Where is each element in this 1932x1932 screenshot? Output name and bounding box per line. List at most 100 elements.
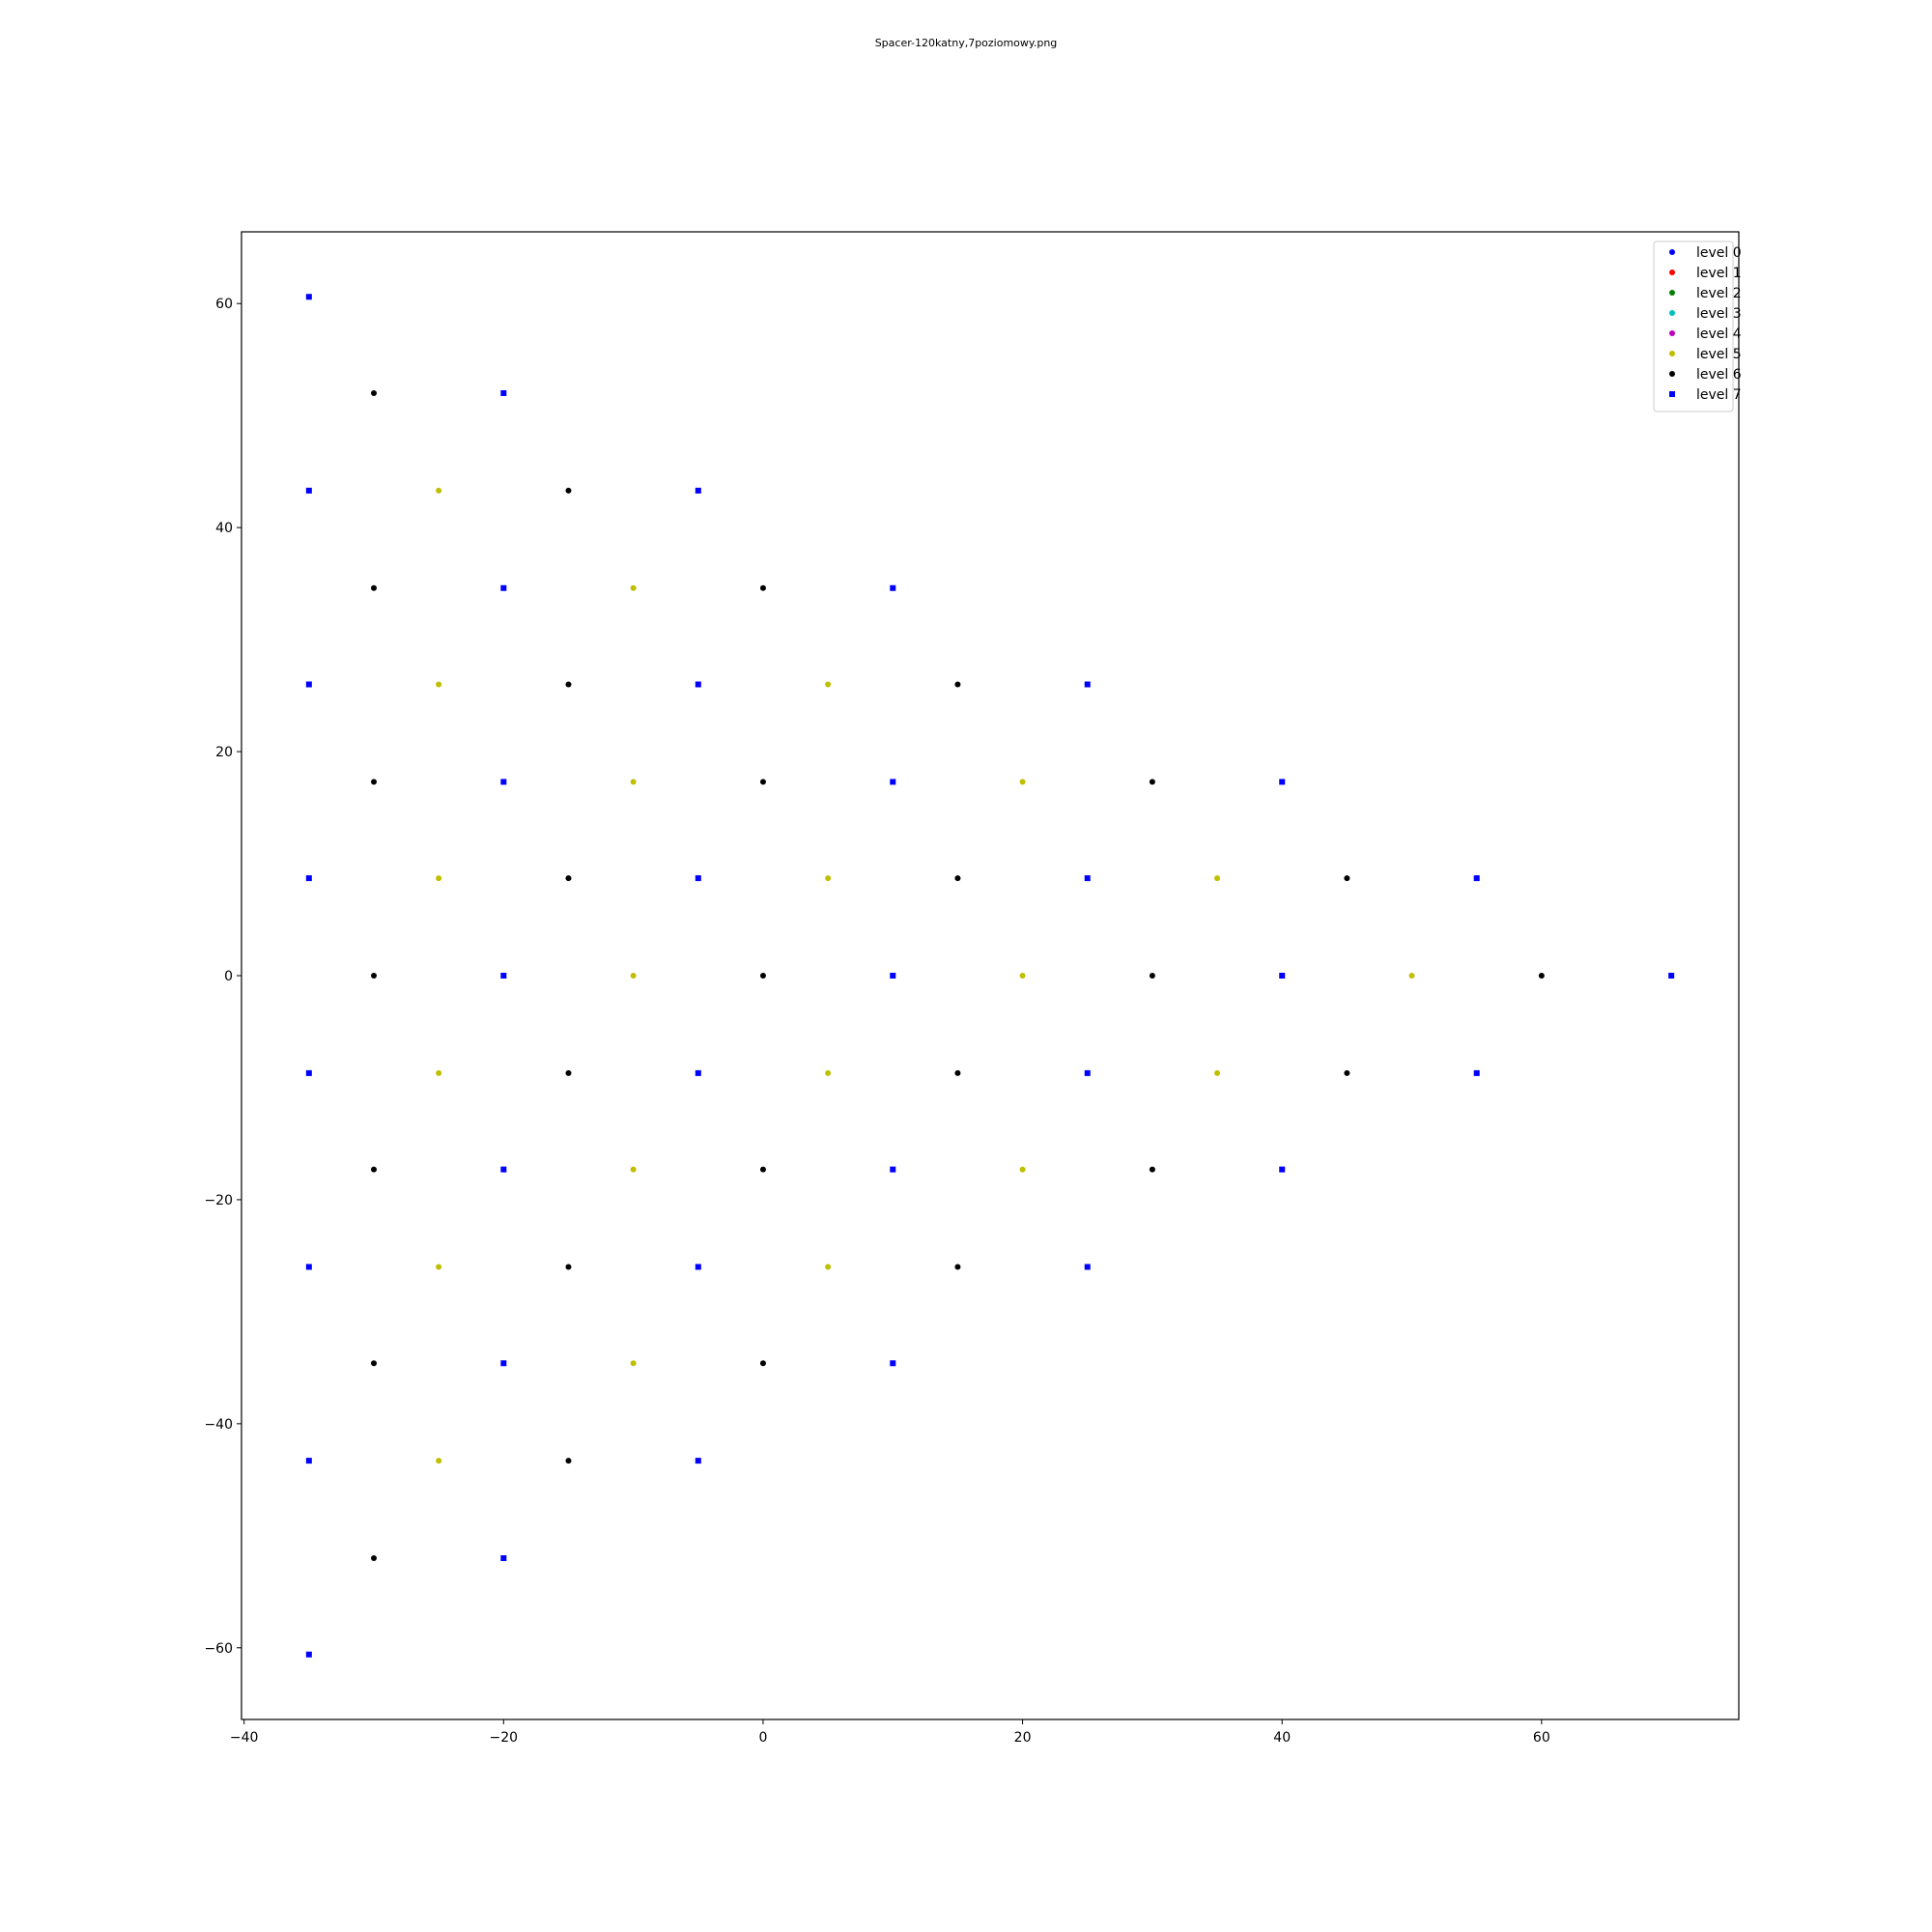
legend-label: level 5 <box>1696 347 1742 362</box>
data-point-level-7 <box>1085 1264 1091 1270</box>
data-point-level-7 <box>306 294 312 299</box>
data-point-level-6 <box>371 1555 377 1561</box>
data-point-level-7 <box>890 779 895 784</box>
chart-title: Spacer-120katny,7poziomowy.png <box>875 37 1058 49</box>
data-point-level-6 <box>371 390 377 396</box>
data-point-level-6 <box>371 1167 377 1173</box>
data-point-level-7 <box>306 1652 312 1658</box>
data-point-level-5 <box>1020 1167 1026 1173</box>
data-point-level-6 <box>954 875 960 881</box>
legend: level 0 level 1 level 2 level 3 level 4 level… <box>1654 242 1742 412</box>
data-point-level-7 <box>306 488 312 494</box>
data-point-level-5 <box>436 875 441 881</box>
legend-marker <box>1669 371 1675 377</box>
data-point-level-7 <box>500 973 506 979</box>
data-point-level-7 <box>500 779 506 784</box>
data-point-level-6 <box>1150 973 1155 979</box>
data-point-level-7 <box>890 585 895 591</box>
data-point-level-5 <box>825 1070 831 1076</box>
data-point-level-7 <box>1279 973 1285 979</box>
data-point-level-6 <box>760 585 766 591</box>
legend-label: level 1 <box>1696 266 1742 281</box>
legend-label: level 0 <box>1696 245 1742 261</box>
data-point-level-6 <box>565 681 571 687</box>
data-point-level-6 <box>565 488 571 494</box>
legend-marker <box>1669 391 1675 397</box>
legend-marker <box>1669 310 1675 316</box>
data-point-level-5 <box>631 585 637 591</box>
legend-label: level 7 <box>1696 387 1742 403</box>
data-point-level-5 <box>436 1264 441 1270</box>
data-point-level-6 <box>760 1360 766 1366</box>
data-point-level-7 <box>306 681 312 687</box>
data-point-level-7 <box>890 1167 895 1173</box>
data-point-level-5 <box>631 973 637 979</box>
data-point-level-7 <box>500 390 506 396</box>
legend-marker <box>1669 351 1675 356</box>
legend-marker <box>1669 270 1675 275</box>
data-point-level-5 <box>436 1458 441 1463</box>
y-tick-label: −60 <box>204 1641 233 1657</box>
data-point-level-6 <box>1150 1167 1155 1173</box>
legend-marker <box>1669 330 1675 336</box>
legend-label: level 6 <box>1696 367 1742 383</box>
data-point-level-6 <box>760 973 766 979</box>
data-point-level-6 <box>760 779 766 784</box>
data-point-level-5 <box>825 681 831 687</box>
legend-marker <box>1669 290 1675 296</box>
x-tick-label: −40 <box>230 1730 259 1746</box>
data-point-level-7 <box>1085 681 1091 687</box>
data-point-level-7 <box>1279 1167 1285 1173</box>
data-point-level-6 <box>954 1264 960 1270</box>
data-point-level-5 <box>631 1360 637 1366</box>
y-tick-label: −40 <box>204 1417 233 1433</box>
data-point-level-6 <box>371 585 377 591</box>
data-point-level-7 <box>696 681 701 687</box>
x-tick-label: 20 <box>1014 1730 1032 1746</box>
data-point-level-6 <box>371 1360 377 1366</box>
y-tick-label: −20 <box>204 1193 233 1208</box>
data-point-level-7 <box>696 488 701 494</box>
data-point-level-7 <box>890 1360 895 1366</box>
data-point-level-5 <box>436 681 441 687</box>
data-point-level-5 <box>1020 973 1026 979</box>
data-point-level-7 <box>500 585 506 591</box>
data-point-level-6 <box>565 875 571 881</box>
data-point-level-6 <box>371 973 377 979</box>
x-tick-label: 0 <box>758 1730 767 1746</box>
legend-label: level 4 <box>1696 327 1742 342</box>
data-point-level-7 <box>696 1458 701 1463</box>
data-point-level-5 <box>436 488 441 494</box>
data-point-level-7 <box>500 1167 506 1173</box>
legend-marker <box>1669 249 1675 255</box>
data-point-level-7 <box>1474 1070 1480 1076</box>
data-point-level-6 <box>1539 973 1545 979</box>
data-point-level-5 <box>631 1167 637 1173</box>
legend-label: level 3 <box>1696 306 1742 322</box>
data-point-level-7 <box>696 1070 701 1076</box>
data-point-level-6 <box>1150 779 1155 784</box>
data-point-level-7 <box>696 1264 701 1270</box>
data-point-level-5 <box>631 779 637 784</box>
data-point-level-6 <box>1344 875 1350 881</box>
data-point-level-6 <box>954 681 960 687</box>
data-point-level-7 <box>1085 875 1091 881</box>
x-tick-label: −20 <box>490 1730 519 1746</box>
data-point-level-5 <box>1214 1070 1220 1076</box>
x-tick-label: 40 <box>1273 1730 1291 1746</box>
data-point-level-6 <box>565 1070 571 1076</box>
data-point-level-7 <box>696 875 701 881</box>
y-tick-label: 60 <box>215 297 233 312</box>
data-point-level-5 <box>825 875 831 881</box>
data-point-level-7 <box>1279 779 1285 784</box>
legend-label: level 2 <box>1696 286 1742 301</box>
data-point-level-5 <box>1409 973 1415 979</box>
data-point-level-5 <box>436 1070 441 1076</box>
data-point-level-7 <box>1085 1070 1091 1076</box>
data-point-level-7 <box>306 1264 312 1270</box>
data-point-level-6 <box>565 1264 571 1270</box>
data-point-level-6 <box>1344 1070 1350 1076</box>
y-tick-label: 0 <box>224 969 233 984</box>
